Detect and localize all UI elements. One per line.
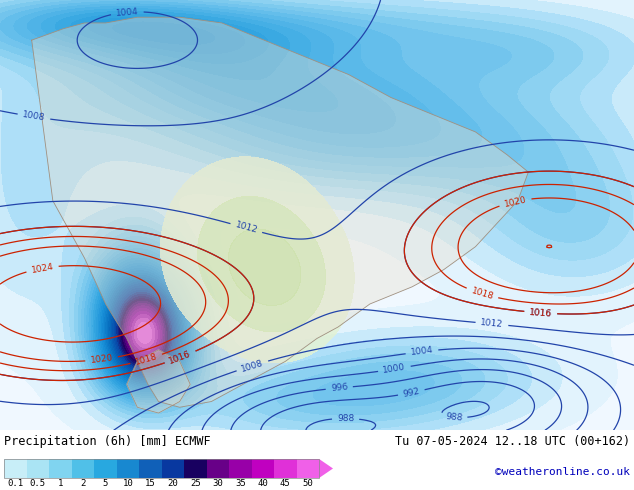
- Bar: [207, 459, 229, 478]
- Text: 1020: 1020: [90, 353, 113, 365]
- Polygon shape: [32, 17, 528, 407]
- Text: 1000: 1000: [382, 363, 406, 375]
- Bar: [162, 459, 184, 478]
- Text: 15: 15: [145, 479, 155, 488]
- Bar: [27, 459, 49, 478]
- Text: 1008: 1008: [240, 358, 264, 373]
- Text: 1004: 1004: [115, 7, 139, 18]
- Bar: [49, 459, 72, 478]
- Text: 1012: 1012: [234, 220, 259, 236]
- Text: 2: 2: [80, 479, 86, 488]
- Text: 1016: 1016: [168, 349, 193, 366]
- Text: 0.1: 0.1: [7, 479, 23, 488]
- Text: 1: 1: [58, 479, 63, 488]
- Text: 988: 988: [444, 412, 463, 423]
- Polygon shape: [319, 459, 333, 478]
- Text: 988: 988: [337, 414, 354, 423]
- Polygon shape: [127, 350, 190, 413]
- Bar: [4, 459, 319, 478]
- Text: 1012: 1012: [480, 318, 504, 329]
- Text: 1008: 1008: [22, 111, 46, 123]
- Text: 1018: 1018: [470, 286, 495, 301]
- Text: 1020: 1020: [503, 195, 527, 208]
- Text: 25: 25: [190, 479, 200, 488]
- Bar: [117, 459, 139, 478]
- Text: 35: 35: [235, 479, 245, 488]
- Text: 1016: 1016: [529, 308, 552, 318]
- Text: 992: 992: [402, 387, 420, 399]
- Text: 30: 30: [212, 479, 223, 488]
- Bar: [72, 459, 94, 478]
- Bar: [184, 459, 207, 478]
- Bar: [252, 459, 274, 478]
- Text: 1024: 1024: [30, 262, 55, 275]
- Bar: [94, 459, 117, 478]
- Bar: [297, 459, 319, 478]
- Bar: [229, 459, 252, 478]
- Text: 1004: 1004: [410, 346, 434, 358]
- Text: 996: 996: [330, 383, 348, 393]
- Text: 0.5: 0.5: [30, 479, 46, 488]
- Bar: [4, 459, 27, 478]
- Text: 1018: 1018: [134, 352, 158, 367]
- Text: 1016: 1016: [168, 349, 193, 366]
- Bar: [274, 459, 297, 478]
- Text: Precipitation (6h) [mm] ECMWF: Precipitation (6h) [mm] ECMWF: [4, 435, 210, 448]
- Text: 10: 10: [122, 479, 133, 488]
- Text: Tu 07-05-2024 12..18 UTC (00+162): Tu 07-05-2024 12..18 UTC (00+162): [395, 435, 630, 448]
- Text: 20: 20: [167, 479, 178, 488]
- Text: ©weatheronline.co.uk: ©weatheronline.co.uk: [495, 467, 630, 477]
- Text: 45: 45: [280, 479, 290, 488]
- Text: 1016: 1016: [529, 308, 552, 318]
- Text: 40: 40: [257, 479, 268, 488]
- Text: 50: 50: [302, 479, 313, 488]
- Bar: [139, 459, 162, 478]
- Text: 5: 5: [103, 479, 108, 488]
